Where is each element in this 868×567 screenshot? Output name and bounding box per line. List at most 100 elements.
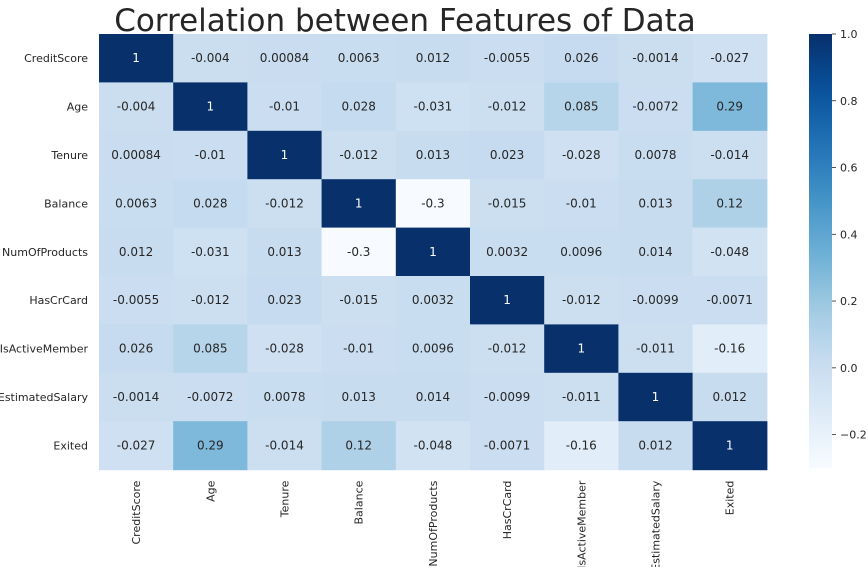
cell-annotation: 0.012 — [638, 438, 672, 452]
heatmap-cell — [99, 82, 174, 132]
cell-annotation: 0.028 — [193, 196, 227, 210]
cell-annotation: -0.028 — [562, 148, 601, 162]
heatmap-cell — [618, 130, 694, 180]
heatmap-cell — [692, 34, 768, 83]
heatmap-annotations: 1 -0.004 0.00084 0.0063 0.012 -0.0055 0.026 -0.… — [111, 51, 753, 452]
colorbar: 1.0 0.8 0.6 0.4 0.2 0.0 −0.2 — [809, 28, 867, 468]
cell-annotation: -0.031 — [414, 100, 453, 114]
heatmap-cell — [544, 324, 619, 374]
heatmap-cell — [544, 421, 619, 471]
x-tick-label: Exited — [724, 481, 737, 516]
y-tick-label: HasCrCard — [29, 294, 88, 307]
cell-annotation: -0.015 — [339, 293, 378, 307]
heatmap-cell — [470, 372, 545, 422]
x-tick-label: NumOfProducts — [427, 480, 440, 566]
cell-annotation: -0.0014 — [632, 51, 678, 65]
cell-annotation: 0.012 — [713, 390, 747, 404]
cell-annotation: -0.01 — [343, 342, 374, 356]
cell-annotation: 1 — [577, 342, 585, 356]
heatmap-cell — [692, 372, 768, 422]
heatmap-cell — [692, 227, 768, 277]
cell-annotation: 0.00084 — [260, 51, 310, 65]
heatmap-cell — [99, 34, 174, 83]
heatmap-cell — [247, 421, 323, 471]
cell-annotation: 1 — [206, 100, 214, 114]
cell-annotation: 0.023 — [490, 148, 524, 162]
colorbar-tick-label: 1.0 — [840, 28, 858, 41]
heatmap-cell — [99, 372, 174, 422]
heatmap-cell — [173, 179, 248, 229]
heatmap-cell — [321, 130, 397, 180]
heatmap-cell — [470, 82, 545, 132]
cell-annotation: 0.00084 — [111, 148, 161, 162]
cell-annotation: -0.3 — [421, 196, 444, 210]
cell-annotation: -0.0099 — [632, 293, 678, 307]
cell-annotation: -0.012 — [562, 293, 601, 307]
cell-annotation: -0.012 — [488, 100, 527, 114]
x-tick-label: IsActiveMember — [575, 480, 588, 567]
heatmap-cell — [544, 179, 619, 229]
cell-annotation: 1 — [429, 245, 437, 259]
x-tick-label: CreditScore — [130, 480, 143, 544]
heatmap-cell — [692, 276, 768, 325]
heatmap-cell — [395, 227, 471, 277]
heatmap-cell — [470, 276, 545, 325]
cell-annotation: -0.16 — [714, 342, 745, 356]
heatmap-cell — [321, 179, 397, 229]
colorbar-tick-label: 0.8 — [840, 95, 858, 108]
heatmap-cell — [618, 227, 694, 277]
cell-annotation: 1 — [726, 438, 734, 452]
heatmap-cell — [321, 34, 397, 83]
cell-annotation: 0.013 — [638, 196, 672, 210]
heatmap-cell — [470, 227, 545, 277]
heatmap-cell — [395, 372, 471, 422]
heatmap-cells — [99, 34, 768, 471]
cell-annotation: 0.026 — [119, 342, 153, 356]
cell-annotation: 0.026 — [564, 51, 598, 65]
cell-annotation: -0.0014 — [113, 390, 159, 404]
heatmap-cell — [544, 130, 619, 180]
cell-annotation: -0.012 — [488, 342, 527, 356]
cell-annotation: -0.0071 — [484, 438, 530, 452]
cell-annotation: -0.0099 — [484, 390, 530, 404]
cell-annotation: 0.028 — [342, 100, 376, 114]
cell-annotation: 0.085 — [564, 100, 598, 114]
heatmap-cell — [247, 82, 323, 132]
cell-annotation: -0.027 — [710, 51, 749, 65]
heatmap-cell — [247, 34, 323, 83]
y-tick-label: Tenure — [50, 149, 88, 162]
cell-annotation: 1 — [281, 148, 289, 162]
cell-annotation: -0.0072 — [632, 100, 678, 114]
x-axis-ticks: CreditScore Age Tenure Balance NumOfProducts… — [130, 480, 737, 567]
heatmap-cell — [618, 179, 694, 229]
heatmap-cell — [173, 82, 248, 132]
cell-annotation: 0.013 — [416, 148, 450, 162]
cell-annotation: -0.01 — [269, 100, 300, 114]
heatmap-cell — [692, 82, 768, 132]
heatmap-cell — [395, 421, 471, 471]
y-tick-label: EstimatedSalary — [0, 391, 88, 404]
heatmap-cell — [99, 276, 174, 325]
cell-annotation: 0.013 — [342, 390, 376, 404]
y-axis-ticks: CreditScore Age Tenure Balance NumOfProducts… — [0, 52, 88, 452]
cell-annotation: -0.012 — [191, 293, 230, 307]
heatmap-cell — [173, 324, 248, 374]
heatmap-cell — [470, 130, 545, 180]
heatmap-cell — [321, 276, 397, 325]
cell-annotation: 0.023 — [267, 293, 301, 307]
heatmap-cell — [99, 227, 174, 277]
cell-annotation: -0.028 — [265, 342, 304, 356]
cell-annotation: -0.048 — [710, 245, 749, 259]
heatmap-cell — [395, 82, 471, 132]
heatmap-cell — [99, 324, 174, 374]
cell-annotation: 0.12 — [716, 196, 743, 210]
heatmap-cell — [395, 34, 471, 83]
heatmap-cell — [618, 276, 694, 325]
y-tick-label: NumOfProducts — [2, 246, 88, 259]
cell-annotation: -0.004 — [191, 51, 230, 65]
heatmap-cell — [321, 227, 397, 277]
cell-annotation: -0.014 — [710, 148, 749, 162]
heatmap-cell — [395, 324, 471, 374]
